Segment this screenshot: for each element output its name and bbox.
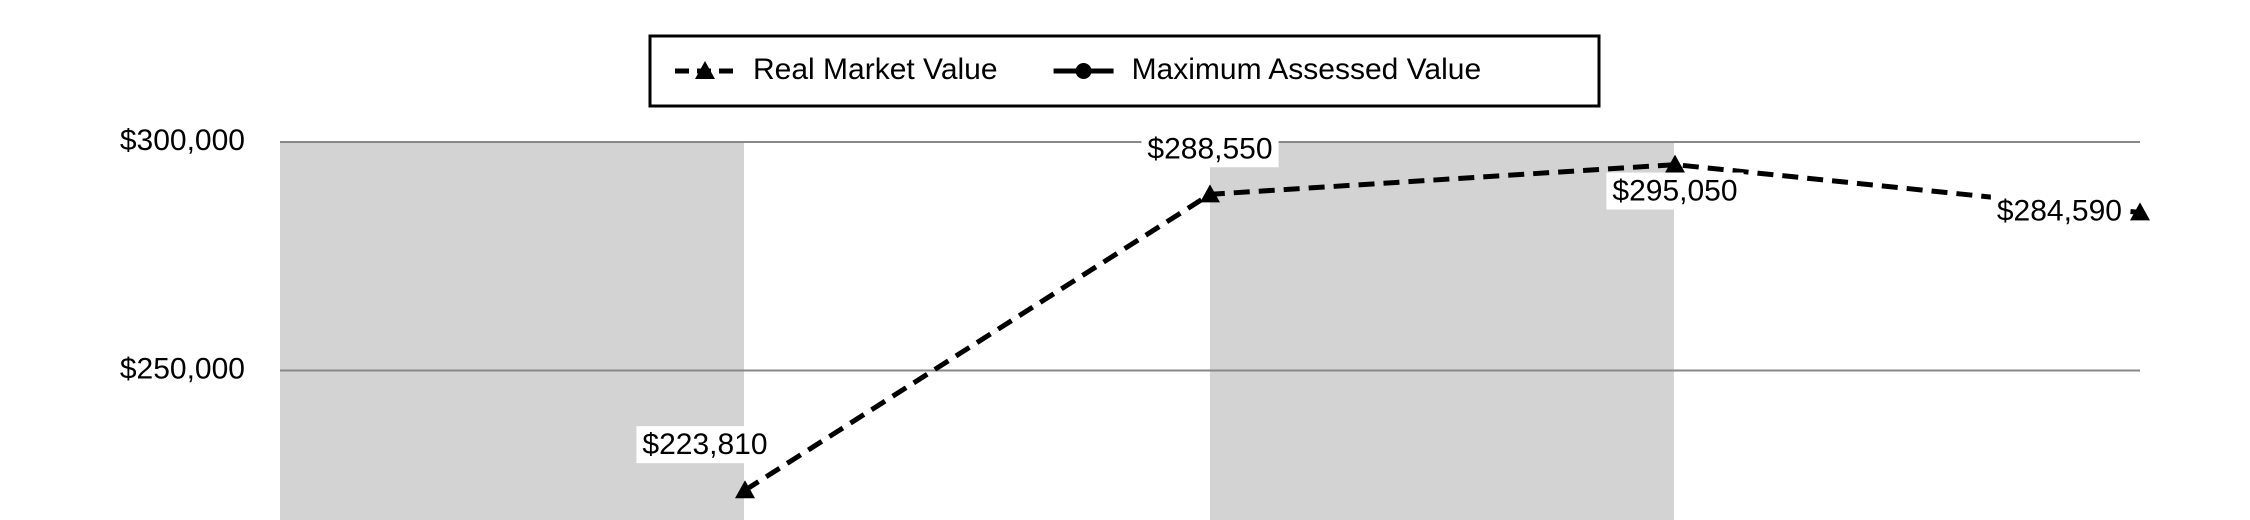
data-label-bg bbox=[1990, 192, 2128, 230]
legend-label: Maximum Assessed Value bbox=[1132, 53, 1482, 86]
legend-box bbox=[648, 34, 1601, 108]
marker bbox=[1200, 184, 1220, 203]
legend-label: Real Market Value bbox=[753, 53, 998, 86]
data-label: $295,050 bbox=[1612, 175, 1737, 208]
y-tick-label: $300,000 bbox=[120, 124, 245, 157]
legend: Real Market Value Maximum Assessed Value bbox=[648, 34, 1601, 108]
data-label-bg bbox=[1606, 172, 1744, 210]
marker bbox=[1665, 154, 1685, 173]
data-label-bg bbox=[1141, 130, 1279, 168]
data-label: $288,550 bbox=[1147, 132, 1272, 165]
band-shade bbox=[280, 142, 744, 520]
marker bbox=[2130, 202, 2150, 221]
y-tick-label: $250,000 bbox=[120, 352, 245, 385]
data-label: $284,590 bbox=[1997, 194, 2122, 227]
data-label-bg bbox=[636, 426, 774, 464]
data-label: $223,810 bbox=[642, 428, 767, 461]
marker bbox=[695, 61, 715, 79]
marker bbox=[1075, 63, 1092, 79]
marker bbox=[735, 480, 755, 499]
series-line bbox=[743, 162, 2141, 493]
band-shade bbox=[1210, 142, 1674, 520]
